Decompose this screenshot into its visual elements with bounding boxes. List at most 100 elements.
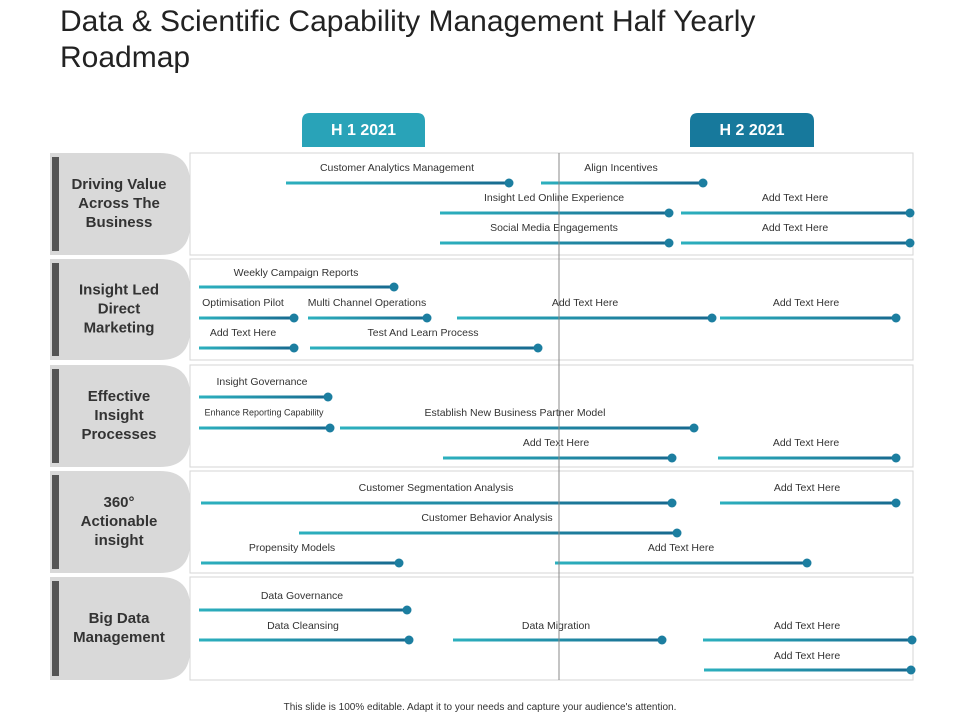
task-label: Add Text Here xyxy=(773,297,840,309)
task-bar xyxy=(299,531,677,535)
row-label-line: insight xyxy=(94,532,143,549)
task-label: Add Text Here xyxy=(552,297,619,309)
task-bar xyxy=(199,608,407,612)
task-label: Propensity Models xyxy=(249,542,335,554)
task-label: Add Text Here xyxy=(523,437,590,449)
task-label: Data Governance xyxy=(261,590,343,602)
row-label-box xyxy=(50,259,190,360)
task-bar xyxy=(681,211,910,215)
task-bar xyxy=(199,316,294,320)
row-label-box xyxy=(50,365,190,467)
task-bar xyxy=(704,668,911,672)
task-end xyxy=(289,313,299,323)
task-bar xyxy=(199,395,328,399)
task-label: Customer Analytics Management xyxy=(320,162,474,174)
row-panel xyxy=(189,258,914,361)
task-end xyxy=(802,558,812,568)
task-end xyxy=(422,313,432,323)
row-label-line: Direct xyxy=(98,300,141,317)
task-end xyxy=(402,605,412,615)
row-label-line: Across The xyxy=(78,195,160,212)
task-label: Weekly Campaign Reports xyxy=(234,267,359,279)
row-label-line: Big Data xyxy=(89,610,151,627)
task-bar xyxy=(340,426,694,430)
task-end xyxy=(289,343,299,353)
row-label-box xyxy=(50,577,190,680)
task-end xyxy=(698,178,708,188)
task-label: Optimisation Pilot xyxy=(202,297,284,309)
row-label: Big Data Management xyxy=(73,610,165,646)
row-panel xyxy=(189,470,914,574)
row-accent xyxy=(52,369,59,463)
task-end xyxy=(891,313,901,323)
row-label-line: Effective xyxy=(88,388,151,405)
row-label-line: Insight xyxy=(94,407,143,424)
task-label: Social Media Engagements xyxy=(490,222,618,234)
task-bar xyxy=(541,181,703,185)
task-end xyxy=(533,343,543,353)
task-end xyxy=(389,282,399,292)
row-label-line: Processes xyxy=(81,426,156,443)
task-label: Add Text Here xyxy=(774,620,841,632)
task-label: Customer Behavior Analysis xyxy=(421,512,552,524)
task-label: Enhance Reporting Capability xyxy=(204,407,324,417)
task-label: Add Text Here xyxy=(774,650,841,662)
task-end xyxy=(891,498,901,508)
task-end xyxy=(707,313,717,323)
task-bar xyxy=(286,181,509,185)
task-end xyxy=(672,528,682,538)
task-bar xyxy=(201,561,399,565)
task-label: Align Incentives xyxy=(584,162,658,174)
row-label-line: Insight Led xyxy=(79,281,159,298)
row-accent xyxy=(52,475,59,569)
row-panel xyxy=(189,152,914,256)
task-end xyxy=(689,423,699,433)
row-label-line: Driving Value xyxy=(71,176,166,193)
task-bar xyxy=(440,211,669,215)
task-end xyxy=(905,208,915,218)
task-label: Insight Led Online Experience xyxy=(484,192,624,204)
task-bar xyxy=(681,241,910,245)
task-end xyxy=(667,453,677,463)
footer: This slide is 100% editable. Adapt it to… xyxy=(283,702,677,713)
task-bar xyxy=(443,456,672,460)
task-label: Test And Learn Process xyxy=(368,327,479,339)
task-end xyxy=(905,238,915,248)
row-accent xyxy=(52,581,59,676)
task-label: Add Text Here xyxy=(210,327,277,339)
task-bar xyxy=(555,561,807,565)
task-label: Add Text Here xyxy=(762,192,829,204)
row-label: Driving Value Across The Business xyxy=(71,176,166,231)
task-end xyxy=(394,558,404,568)
task-end xyxy=(664,208,674,218)
task-label: Add Text Here xyxy=(648,542,715,554)
period-tab xyxy=(302,113,425,147)
row-label: Insight Led Direct Marketing xyxy=(79,281,159,336)
period-label: H 2 2021 xyxy=(720,122,785,139)
task-bar xyxy=(201,501,672,505)
task-label: Data Migration xyxy=(522,620,590,632)
row-accent xyxy=(52,263,59,356)
task-label: Establish New Business Partner Model xyxy=(425,407,606,419)
task-end xyxy=(906,665,916,675)
task-end xyxy=(504,178,514,188)
row-label: Effective Insight Processes xyxy=(81,388,156,443)
task-label: Multi Channel Operations xyxy=(308,297,426,309)
period-label: H 1 2021 xyxy=(331,122,396,139)
task-end xyxy=(667,498,677,508)
task-end xyxy=(664,238,674,248)
task-label: Add Text Here xyxy=(773,437,840,449)
row-label-box xyxy=(50,153,190,255)
task-label: Insight Governance xyxy=(216,376,307,388)
row-label-line: Business xyxy=(86,214,153,231)
task-bar xyxy=(199,638,409,642)
row-label-line: 360° xyxy=(103,494,134,511)
task-bar xyxy=(457,316,712,320)
task-end xyxy=(907,635,917,645)
task-bar xyxy=(199,346,294,350)
task-bar xyxy=(720,316,896,320)
row-label-line: Management xyxy=(73,629,165,646)
row-accent xyxy=(52,157,59,251)
